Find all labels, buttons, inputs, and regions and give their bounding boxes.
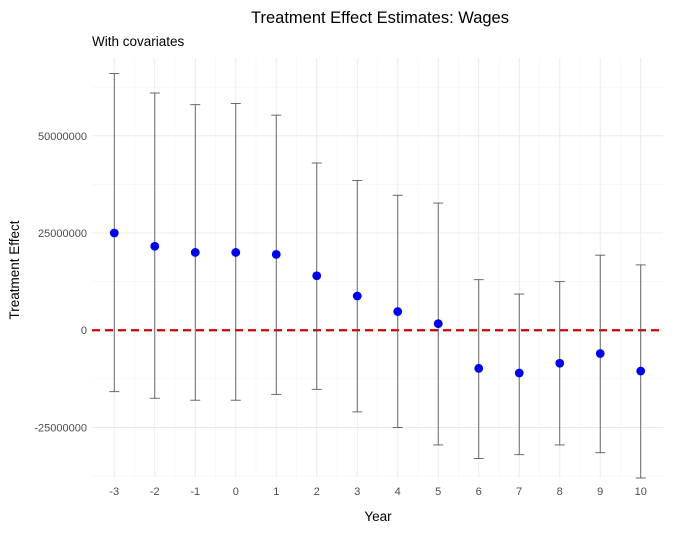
x-tick-label: 3 xyxy=(354,486,360,498)
x-tick-label: 6 xyxy=(476,486,482,498)
estimate-point xyxy=(109,228,119,238)
x-tick-labels: -3 -2 -1 0 1 2 3 4 5 6 7 8 9 10 xyxy=(109,486,646,498)
x-tick-label: 10 xyxy=(635,486,647,498)
x-tick-label: -3 xyxy=(109,486,119,498)
chart-title: Treatment Effect Estimates: Wages xyxy=(251,9,509,27)
y-axis-title: Treatment Effect xyxy=(7,220,22,319)
estimate-point xyxy=(474,363,484,373)
x-tick-label: 7 xyxy=(516,486,522,498)
x-tick-label: 5 xyxy=(435,486,441,498)
estimate-point xyxy=(352,291,362,301)
estimate-point xyxy=(312,271,322,281)
y-tick-label: 0 xyxy=(81,325,87,337)
estimate-point xyxy=(393,307,403,316)
y-tick-label: 25000000 xyxy=(38,228,87,240)
x-tick-label: 9 xyxy=(597,486,603,498)
x-tick-label: -2 xyxy=(150,486,160,498)
estimate-point xyxy=(231,248,241,257)
estimate-point xyxy=(190,248,200,257)
x-tick-label: -1 xyxy=(190,486,200,498)
x-tick-label: 0 xyxy=(233,486,239,498)
x-tick-label: 1 xyxy=(273,486,279,498)
estimate-point xyxy=(636,366,646,376)
point-layer xyxy=(109,228,646,378)
x-axis-title: Year xyxy=(364,509,392,524)
estimate-point xyxy=(595,349,605,358)
estimate-point xyxy=(433,319,443,329)
y-tick-label: -25000000 xyxy=(34,422,87,434)
grid-layer xyxy=(92,58,663,478)
x-tick-label: 2 xyxy=(314,486,320,498)
estimate-point xyxy=(271,249,281,259)
y-tick-label: 50000000 xyxy=(38,131,87,143)
estimate-point xyxy=(150,241,160,251)
x-tick-label: 8 xyxy=(557,486,563,498)
chart-subtitle: With covariates xyxy=(92,34,185,49)
x-tick-label: 4 xyxy=(395,486,401,498)
estimate-point xyxy=(555,358,565,368)
y-tick-labels: -25000000 0 25000000 50000000 xyxy=(34,131,87,435)
estimate-point xyxy=(514,368,524,378)
